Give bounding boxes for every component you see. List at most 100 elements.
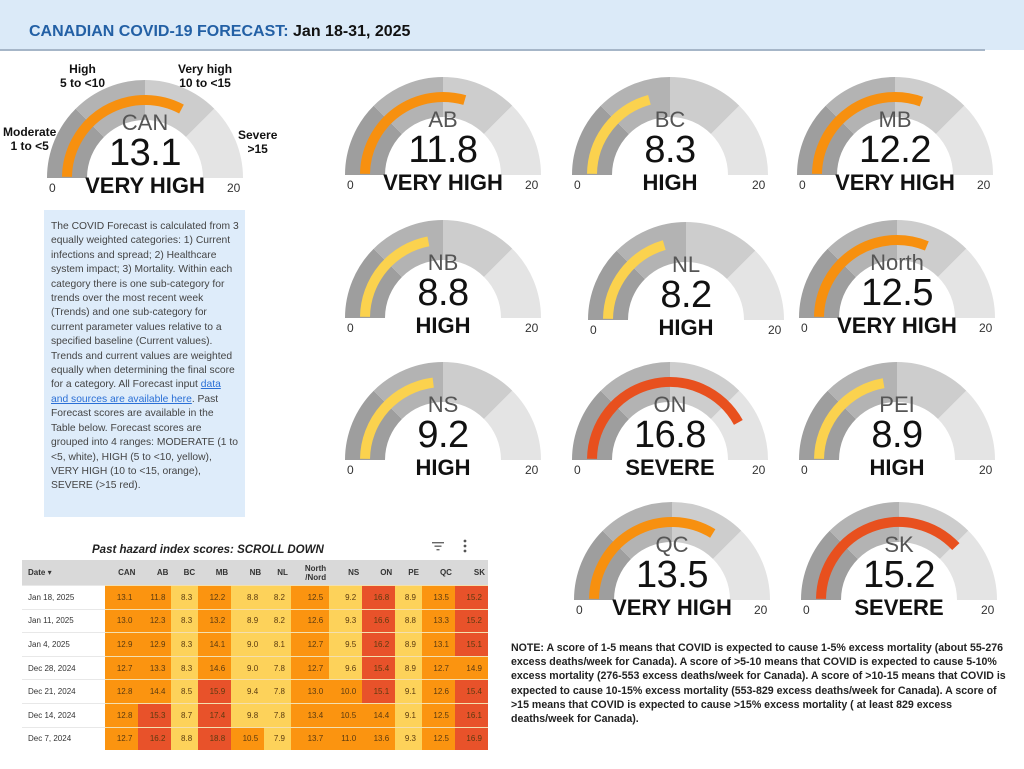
score-cell: 8.2 <box>264 585 291 610</box>
score-cell: 12.2 <box>198 585 232 610</box>
score-cell: 9.6 <box>329 655 363 680</box>
score-cell: 14.4 <box>362 702 396 728</box>
gauge-band-2 <box>897 362 967 419</box>
legend-high-range: 5 to <10 <box>60 76 106 90</box>
column-header-date[interactable]: Date ▾ <box>22 560 106 586</box>
score-cell: 16.9 <box>454 726 488 751</box>
legend-severe: Severe >15 <box>238 128 277 156</box>
header-divider <box>0 49 985 51</box>
gauge-level: HIGH <box>869 455 925 480</box>
column-header[interactable]: MB <box>198 560 232 586</box>
gauge-min-label: 0 <box>590 323 597 337</box>
gauge-band-3 <box>936 105 993 175</box>
table-row: Dec 28, 2024 12.7 13.3 8.3 14.6 9.0 7.8 12.7 9.6… <box>22 655 488 680</box>
gauge-sk: SK 15.2 SEVERE 0 20 <box>789 495 1009 645</box>
column-header[interactable]: North/Nord <box>290 560 330 586</box>
score-cell: 9.3 <box>395 726 422 751</box>
score-cell: 13.7 <box>290 726 330 751</box>
gauge-max-label: 20 <box>752 463 766 477</box>
score-cell: 13.1 <box>105 585 139 610</box>
gauge-max-label: 20 <box>979 463 993 477</box>
row-date: Dec 28, 2024 <box>22 655 106 680</box>
legend-severe-name: Severe <box>238 128 278 142</box>
score-cell: 7.8 <box>264 702 291 728</box>
gauge-band-3 <box>711 105 768 175</box>
score-cell: 12.8 <box>105 702 139 728</box>
legend-moderate-name: Moderate <box>3 125 57 139</box>
gauge-north: North 12.5 VERY HIGH 0 20 <box>787 213 1007 363</box>
column-header[interactable]: CAN <box>105 560 139 586</box>
score-cell: 9.3 <box>329 608 363 633</box>
gauge-value-arc <box>360 377 434 459</box>
column-header[interactable]: NB <box>231 560 265 586</box>
gauge-band-2 <box>670 77 740 134</box>
score-cell: 12.7 <box>290 655 330 680</box>
gauge-level: HIGH <box>642 170 698 195</box>
gauge-region-label: ON <box>653 392 687 417</box>
column-header[interactable]: NS <box>329 560 363 586</box>
gauge-value-arc <box>603 240 666 319</box>
gauge-band-3 <box>938 390 995 460</box>
score-cell: 16.1 <box>454 702 488 728</box>
score-cell: 13.2 <box>198 608 232 633</box>
gauge-mb: MB 12.2 VERY HIGH 0 20 <box>785 70 1005 220</box>
gauge-value-arc <box>812 92 924 174</box>
gauge-arc <box>345 77 541 175</box>
gauge-band-3 <box>713 530 770 600</box>
gauge-min-label: 0 <box>347 321 354 335</box>
gauge-ab: AB 11.8 VERY HIGH 0 20 <box>333 70 553 220</box>
gauge-can: CAN 13.1 VERY HIGH 0 20 <box>35 73 255 223</box>
gauge-value: 11.8 <box>408 129 478 171</box>
gauge-max-label: 20 <box>981 603 995 617</box>
score-cell: 18.8 <box>198 726 232 751</box>
gauge-region-label: NL <box>671 252 701 277</box>
column-header[interactable]: AB <box>138 560 172 586</box>
gauge-region-label: PEI <box>879 392 915 417</box>
filter-icon[interactable] <box>431 539 445 555</box>
score-cell: 15.3 <box>138 702 172 728</box>
column-header[interactable]: PE <box>395 560 422 586</box>
column-header[interactable]: SK <box>454 560 488 586</box>
gauge-value: 13.5 <box>636 554 708 596</box>
gauge-level: VERY HIGH <box>837 313 957 338</box>
history-table-body: Jan 18, 2025 13.1 11.8 8.3 12.2 8.8 8.2 12.5 9.2… <box>22 585 488 751</box>
page-title-prefix: CANADIAN COVID-19 FORECAST: <box>29 23 289 40</box>
column-header[interactable]: BC <box>171 560 199 586</box>
data-sources-link[interactable]: data and sources are available here <box>51 379 221 405</box>
score-cell: 10.5 <box>231 726 265 751</box>
table-row: Dec 21, 2024 12.8 14.4 8.5 15.9 9.4 7.8 13.0 10.… <box>22 679 488 704</box>
more-vert-icon[interactable] <box>462 539 468 556</box>
gauge-value-arc <box>587 94 651 174</box>
gauge-min-label: 0 <box>347 178 354 192</box>
gauge-max-label: 20 <box>752 178 766 192</box>
gauge-value: 8.2 <box>660 274 712 316</box>
gauge-band-3 <box>186 108 243 178</box>
score-cell: 8.3 <box>171 585 199 610</box>
gauge-value: 13.1 <box>109 132 181 174</box>
gauge-min-label: 0 <box>347 463 354 477</box>
column-header[interactable]: QC <box>421 560 455 586</box>
score-cell: 8.8 <box>171 726 199 751</box>
score-cell: 8.3 <box>171 608 199 633</box>
gauge-max-label: 20 <box>525 178 539 192</box>
gauge-arc <box>572 362 768 460</box>
gauge-region-label: QC <box>655 532 689 557</box>
score-cell: 14.1 <box>198 632 232 657</box>
legend-very-high: Very high 10 to <15 <box>178 62 232 90</box>
gauge-level: VERY HIGH <box>383 170 503 195</box>
gauge-band-2 <box>443 362 513 419</box>
score-cell: 14.6 <box>198 655 232 680</box>
score-cell: 12.7 <box>421 655 455 680</box>
score-cell: 9.1 <box>395 702 422 728</box>
gauge-level: SEVERE <box>854 595 944 620</box>
score-cell: 12.5 <box>421 726 455 751</box>
column-header[interactable]: ON <box>362 560 396 586</box>
row-date: Dec 7, 2024 <box>22 726 106 751</box>
gauge-level: VERY HIGH <box>835 170 955 195</box>
score-cell: 9.5 <box>329 632 363 657</box>
score-cell: 16.2 <box>362 632 396 657</box>
legend-moderate-range: 1 to <5 <box>10 139 49 153</box>
column-header[interactable]: NL <box>264 560 291 586</box>
gauge-value: 8.3 <box>644 129 696 171</box>
score-cell: 10.0 <box>329 679 363 704</box>
